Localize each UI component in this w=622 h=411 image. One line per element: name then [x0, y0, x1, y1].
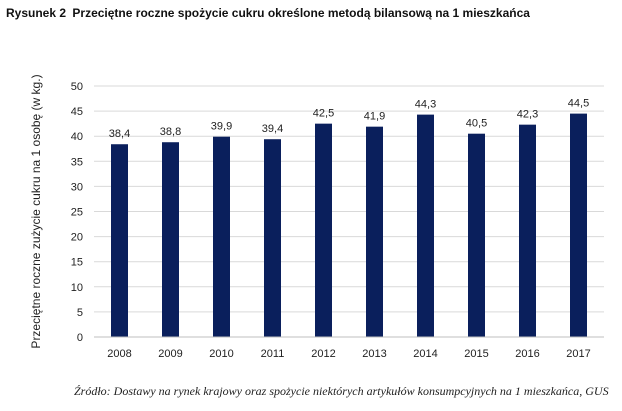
bar [162, 142, 179, 337]
y-tick-label: 40 [71, 131, 83, 143]
data-label: 44,3 [415, 99, 436, 111]
x-tick-label: 2013 [362, 348, 386, 360]
y-tick-label: 10 [71, 282, 83, 294]
bar [315, 123, 332, 338]
y-tick-label: 15 [71, 257, 83, 269]
bar [111, 144, 128, 337]
y-tick-label: 20 [71, 232, 83, 244]
data-label: 40,5 [466, 118, 487, 130]
data-label: 41,9 [364, 111, 385, 123]
bar [519, 124, 536, 338]
x-tick-label: 2014 [413, 348, 437, 360]
data-label: 38,8 [160, 126, 181, 138]
data-label: 38,4 [109, 128, 130, 140]
x-tick-label: 2016 [515, 348, 539, 360]
x-tick-label: 2011 [261, 348, 285, 360]
data-label: 42,5 [313, 108, 334, 120]
bar [213, 136, 230, 337]
figure-number: 2 [59, 6, 67, 20]
source-note: Źródło: Dostawy na rynek krajowy oraz sp… [74, 384, 609, 398]
bar [264, 139, 281, 337]
bar [366, 126, 383, 337]
y-tick-label: 50 [71, 81, 83, 93]
data-label: 44,5 [568, 98, 589, 110]
bar [570, 113, 587, 337]
x-axis-ticks: 2008 2009 2010 2011 2012 2013 2014 2015 2016 2017 [107, 348, 590, 360]
figure-caption: Rysunek 2 Przeciętne roczne spożycie cuk… [6, 6, 530, 20]
y-tick-label: 0 [77, 332, 83, 344]
x-tick-label: 2009 [158, 348, 182, 360]
y-axis-label: Przeciętne roczne zużycie cukru na 1 oso… [29, 74, 43, 348]
bar [468, 133, 485, 337]
y-tick-label: 30 [71, 181, 83, 193]
y-axis-ticks: 0 5 10 15 20 25 30 35 40 45 50 [71, 81, 83, 344]
y-tick-label: 5 [77, 307, 83, 319]
data-label: 42,3 [517, 109, 538, 121]
figure-label: Rysunek [6, 6, 57, 20]
figure-title: Przeciętne roczne spożycie cukru określo… [72, 6, 530, 20]
x-tick-label: 2015 [464, 348, 488, 360]
data-label: 39,4 [262, 123, 283, 135]
x-tick-label: 2008 [107, 348, 131, 360]
bars [111, 113, 587, 338]
x-tick-label: 2010 [209, 348, 233, 360]
x-tick-label: 2012 [311, 348, 335, 360]
bar [417, 114, 434, 337]
y-tick-label: 25 [71, 207, 83, 219]
y-tick-label: 35 [71, 156, 83, 168]
value-labels: 38,4 38,8 39,9 39,4 42,5 41,9 44,3 40,5 42,3 44,5 [109, 98, 589, 141]
data-label: 39,9 [211, 121, 232, 133]
y-tick-label: 45 [71, 106, 83, 118]
x-tick-label: 2017 [566, 348, 590, 360]
